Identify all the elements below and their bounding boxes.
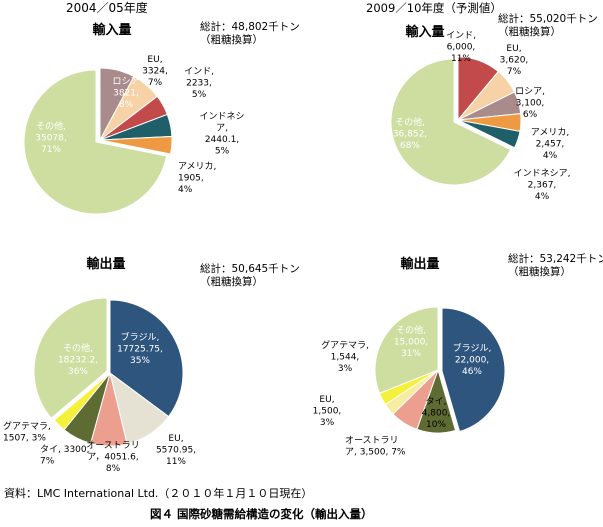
data-label-thailand: タイ, 4,800, 10% [422,396,451,430]
pie-title: 輸入量 [92,22,131,38]
data-label-indonesia: インドネシア, 2440.1, 5% [199,111,244,157]
data-label-brazil: ブラジル, 17725.75, 35% [117,331,163,366]
total-label: 総計：48,802千トン [200,20,300,33]
pie-chart-import-2009: 輸入量 総計：55,020千トン（粗糖換算） インド, 6,000, 11% EU, 3,6… [390,12,598,202]
data-label-others: その他, 18232.2, 36% [58,342,98,377]
pie-slice-brazil [109,299,184,418]
data-label-australia: オーストラリア，4051.6, 8% [86,440,140,474]
pie-slice-indonesia [457,119,521,149]
right-period-heading: 2009／10年度（予測値） [366,1,502,15]
pie-title: 輸出量 [400,256,439,272]
pie-slice-guatemala [53,372,111,431]
total-label: 総計：55,020千トン [498,12,598,25]
data-label-others: その他, 35078, 71% [35,120,67,155]
data-label-russia: ロシア, 3,100, 6% [515,87,545,120]
unit-note: （粗糖換算） [200,33,263,46]
pie-slice-brazil [441,307,506,433]
data-label-eu: EU, 3324, 7% [142,55,168,88]
pie-slice-usa [99,135,173,155]
data-label-eu: EU, 1,500, 3% [313,395,342,428]
pie-title: 輸入量 [405,24,444,40]
data-label-india: インド, 2233, 5% [184,67,214,100]
data-label-eu: EU, 5570.95, 11% [156,434,196,467]
data-label-brazil: ブラジル, 22,000, 46% [453,342,492,377]
pie-slice-others [374,306,439,394]
data-label-thailand: タイ, 3300, 7% [40,444,90,467]
data-label-indonesia: インドネシア, 2,367, 4% [514,168,571,202]
data-label-others: その他, 36,852, 68% [393,116,427,151]
data-label-guatemala: グアテマラ, 1,544, 3% [321,339,369,374]
left-period-heading: 2004／05年度 [66,0,148,15]
pie-slice-others [33,297,108,419]
total-label: 総計：53,242千トン [508,252,603,265]
source-note: 資料：LMC International Ltd.（２０１０年１月１０日現在） [4,486,312,500]
data-label-usa: アメリカ, 2,457, 4% [531,127,569,161]
data-label-usa: アメリカ, 1905, 4% [178,161,216,195]
data-label-eu: EU, 3,620, 7% [500,44,529,77]
unit-note: （粗糖換算） [508,265,571,278]
data-label-india: インド, 6,000, 11% [446,31,476,64]
pie-chart-export-2004: 輸出量 総計：50,645千トン（粗糖換算） ブラジル, 17725.75, 35% EU… [3,256,300,474]
data-label-australia: オーストラリア, 3,500, 7% [345,435,406,458]
pie-chart-export-2009: 輸出量 総計：53,242千トン（粗糖換算） ブラジル, 22,000, 46%タイ, 4… [313,252,603,458]
data-label-guatemala: グアテマラ, 1507, 3% [3,420,51,444]
pie-title: 輸出量 [86,256,125,272]
pie-slice-others [390,58,512,186]
data-label-russia: ロシア 3821, 8% [112,77,139,110]
total-label: 総計：50,645千トン [200,262,300,275]
pie-chart-import-2004: 輸入量 総計：48,802千トン（粗糖換算） ロシア 3821, 8%EU, 3324, 7… [23,20,300,215]
unit-note: （粗糖換算） [200,275,263,288]
data-label-others: その他, 15,000, 31% [394,324,428,359]
unit-note: （粗糖換算） [498,25,561,38]
pie-slice-others [23,69,168,215]
figure-title: 図４ 国際砂糖需給構造の変化（輸出入量） [150,507,373,521]
